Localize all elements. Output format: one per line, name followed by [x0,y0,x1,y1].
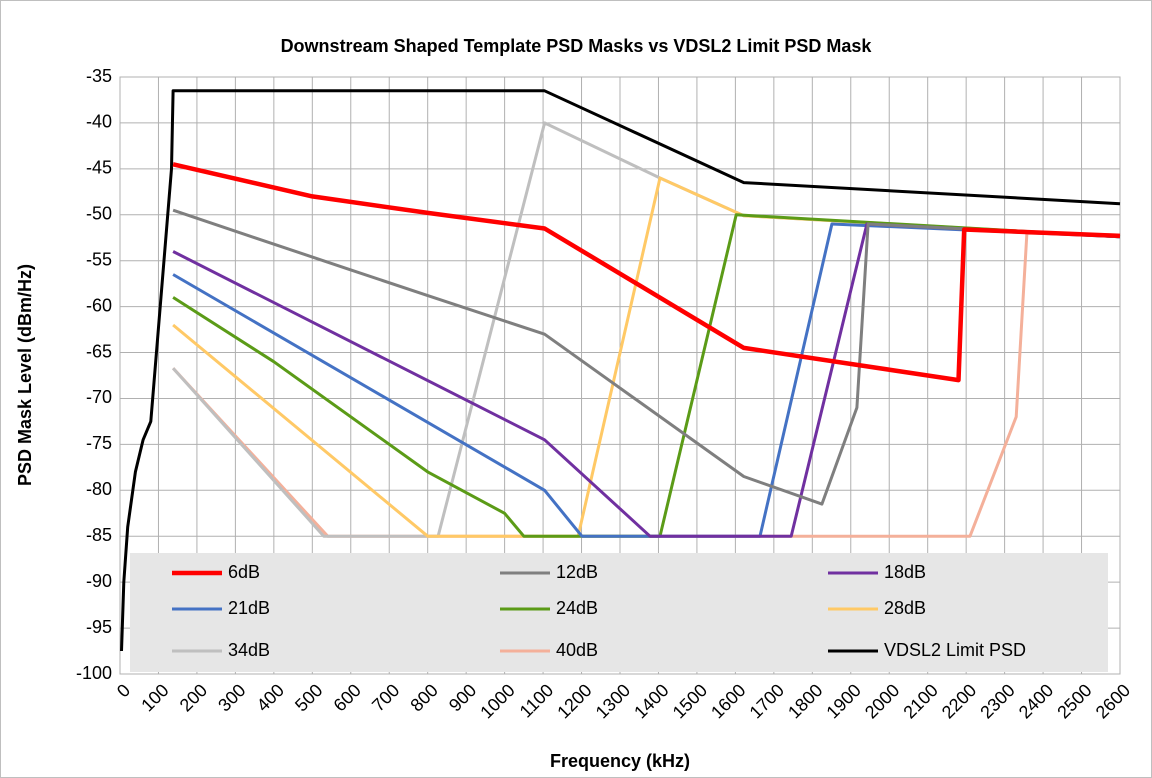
legend-label: 28dB [884,598,926,618]
legend-label: 6dB [228,562,260,582]
legend-label: 21dB [228,598,270,618]
y-tick-label: -50 [86,204,112,224]
series-line [120,89,1121,652]
lines [120,89,1121,652]
y-tick-label: -75 [86,433,112,453]
y-tick-label: -70 [86,387,112,407]
series-line [172,213,1121,538]
legend-label: 24dB [556,598,598,618]
legend-label: 18dB [884,562,926,582]
chart-title: Downstream Shaped Template PSD Masks vs … [281,36,873,56]
legend-label: 12dB [556,562,598,582]
legend-box [130,553,1108,672]
y-tick-label: -60 [86,295,112,315]
legend-label: 40dB [556,640,598,660]
y-tick-label: -80 [86,479,112,499]
plot-border [119,76,1121,675]
series-line [172,208,1121,506]
y-tick-label: -65 [86,341,112,361]
y-tick-label: -40 [86,112,112,132]
y-axis-title: PSD Mask Level (dBm/Hz) [15,264,35,486]
y-tick-label: -45 [86,158,112,178]
x-axis-title: Frequency (kHz) [550,751,690,771]
series-line [172,162,1121,383]
legend: 6dB 12dB 18dB 21dB 24dB 28dB 34dB 40dB VDSL2 Lim… [172,562,1026,660]
legend-label: VDSL2 Limit PSD [884,640,1026,660]
y-tick-label: -55 [86,249,112,269]
y-tick-label: -90 [86,571,112,591]
y-tick-label: -95 [86,617,112,637]
legend-label: 34dB [228,640,270,660]
y-tick-label: -85 [86,525,112,545]
y-tick-label: -35 [86,66,112,86]
y-tick-label: -100 [76,663,112,683]
